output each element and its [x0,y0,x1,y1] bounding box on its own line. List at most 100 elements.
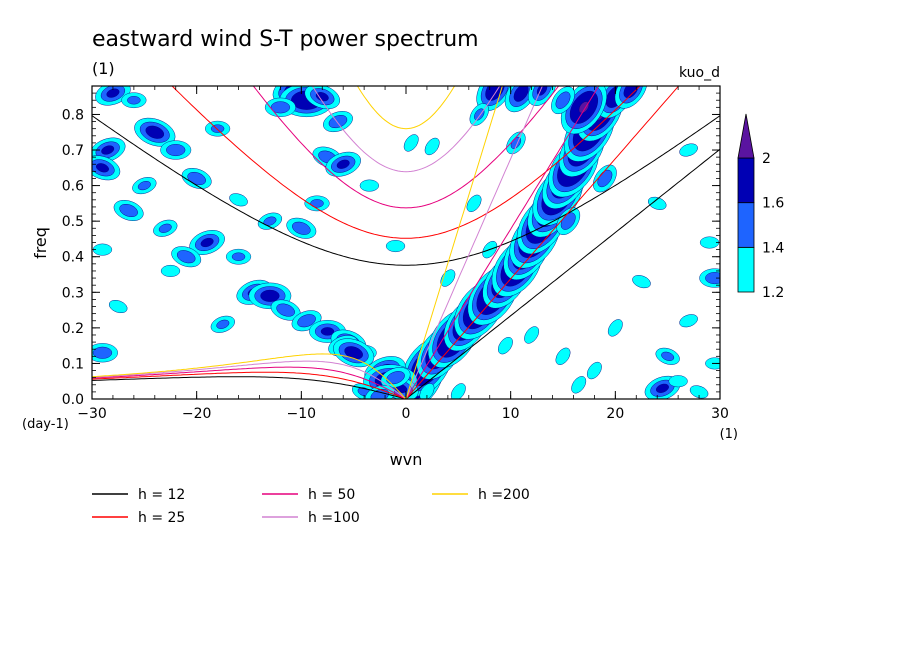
y-tick-label: 0.5 [62,214,84,230]
colorbar-label: 1.2 [762,285,784,301]
power-blob [304,86,340,110]
power-blob [689,385,709,399]
legend-label: h =100 [308,510,360,526]
power-blob [466,194,482,212]
y-tick-label: 0.6 [62,179,84,195]
power-blob [498,337,513,355]
power-blob [403,134,419,152]
power-blob [323,111,353,133]
power-blob [160,140,192,160]
power-blob [229,193,248,207]
legend-label: h = 50 [308,487,355,503]
power-blob [587,361,602,380]
legend-item: h =100 [262,510,360,526]
x-tick-label: −10 [287,406,317,422]
legend-label: h = 25 [138,510,185,526]
x-tick-label: 30 [711,406,729,422]
power-blob [325,151,361,177]
power-blob [555,347,571,365]
colorbar-label: 2 [762,151,771,167]
y-axis-label: freq [31,227,50,259]
power-blob [385,240,406,253]
power-blob [189,230,225,255]
power-blob [134,117,176,147]
colorbar-label: 1.4 [762,240,784,256]
colorbar-segment [737,202,755,248]
power-blob [450,383,466,399]
power-blob [556,207,581,235]
colorbar-segment [737,157,755,204]
power-blob [679,143,698,157]
power-blob [679,314,698,328]
power-blob [333,338,375,368]
power-blob [210,315,235,333]
power-blob [359,179,379,192]
y-tick-label: 0.7 [62,143,84,159]
power-blob [632,275,651,289]
power-blob [92,343,118,363]
chart-title: eastward wind S-T power spectrum [92,27,479,52]
legend-item: h = 12 [92,487,185,503]
power-blob [153,219,178,237]
legend-label: h = 12 [138,487,185,503]
x-tick-label: 0 [402,406,411,422]
y-tick-label: 0.4 [62,250,84,266]
legend: h = 12 h = 25 h = 50 h =100 h =200 [92,487,530,526]
y-tick-label: 0.8 [62,107,84,123]
y-tick-label: 0.2 [62,321,84,337]
y-tick-label: 0.3 [62,285,84,301]
power-blob [551,86,575,115]
colorbar-extend-arrow [737,113,755,159]
power-blob [264,97,296,117]
chart-tag: kuo_d [679,65,720,81]
x-axis-label: wvn [390,450,423,469]
power-blob [614,86,648,109]
x-tick-label: 20 [606,406,624,422]
legend-item: h =200 [432,487,530,503]
dispersion-curve [92,86,600,399]
power-blob [225,248,252,265]
power-blob [92,155,121,181]
power-blob [205,120,231,137]
y-axis-unit: (day-1) [22,417,69,432]
power-blob [655,347,680,365]
power-blob [668,375,688,388]
power-blob [571,376,587,394]
legend-item: h = 50 [262,487,355,503]
power-blob [160,264,181,277]
colorbar-label: 1.6 [762,196,784,212]
power-blob [524,326,539,344]
plot-area [92,86,720,399]
power-blob [286,217,317,239]
chart-subtitle: (1) [92,59,115,78]
power-blob [171,246,202,268]
legend-item: h = 25 [92,510,185,526]
y-axis: 0.0 0.1 0.2 0.3 0.4 0.5 0.6 0.7 0.8 [62,92,720,408]
dispersion-curve [92,86,680,399]
x-tick-label: −30 [77,406,107,422]
x-axis-unit: (1) [720,427,738,442]
power-blob [607,319,623,337]
power-blob [113,200,144,221]
legend-label: h =200 [478,487,530,503]
y-tick-label: 0.1 [62,356,84,372]
dispersion-curve [92,86,503,399]
power-contours [92,86,720,399]
power-blob [380,367,411,389]
power-blob [108,299,128,314]
colorbar: 1.2 1.4 1.6 2 [737,113,784,301]
x-axis: −30 −20 −10 0 10 20 30 [77,86,729,422]
power-blob [270,299,301,321]
power-blob [304,195,330,212]
dispersion-curves [92,86,720,399]
x-tick-label: 10 [502,406,520,422]
power-blob [699,268,720,288]
power-blob [419,383,435,399]
y-tick-label: 0.0 [62,392,84,408]
dispersion-curve [92,115,720,399]
power-blob [593,164,617,193]
power-blob [132,177,157,195]
dispersion-curve [92,86,543,399]
colorbar-segment [737,246,755,293]
